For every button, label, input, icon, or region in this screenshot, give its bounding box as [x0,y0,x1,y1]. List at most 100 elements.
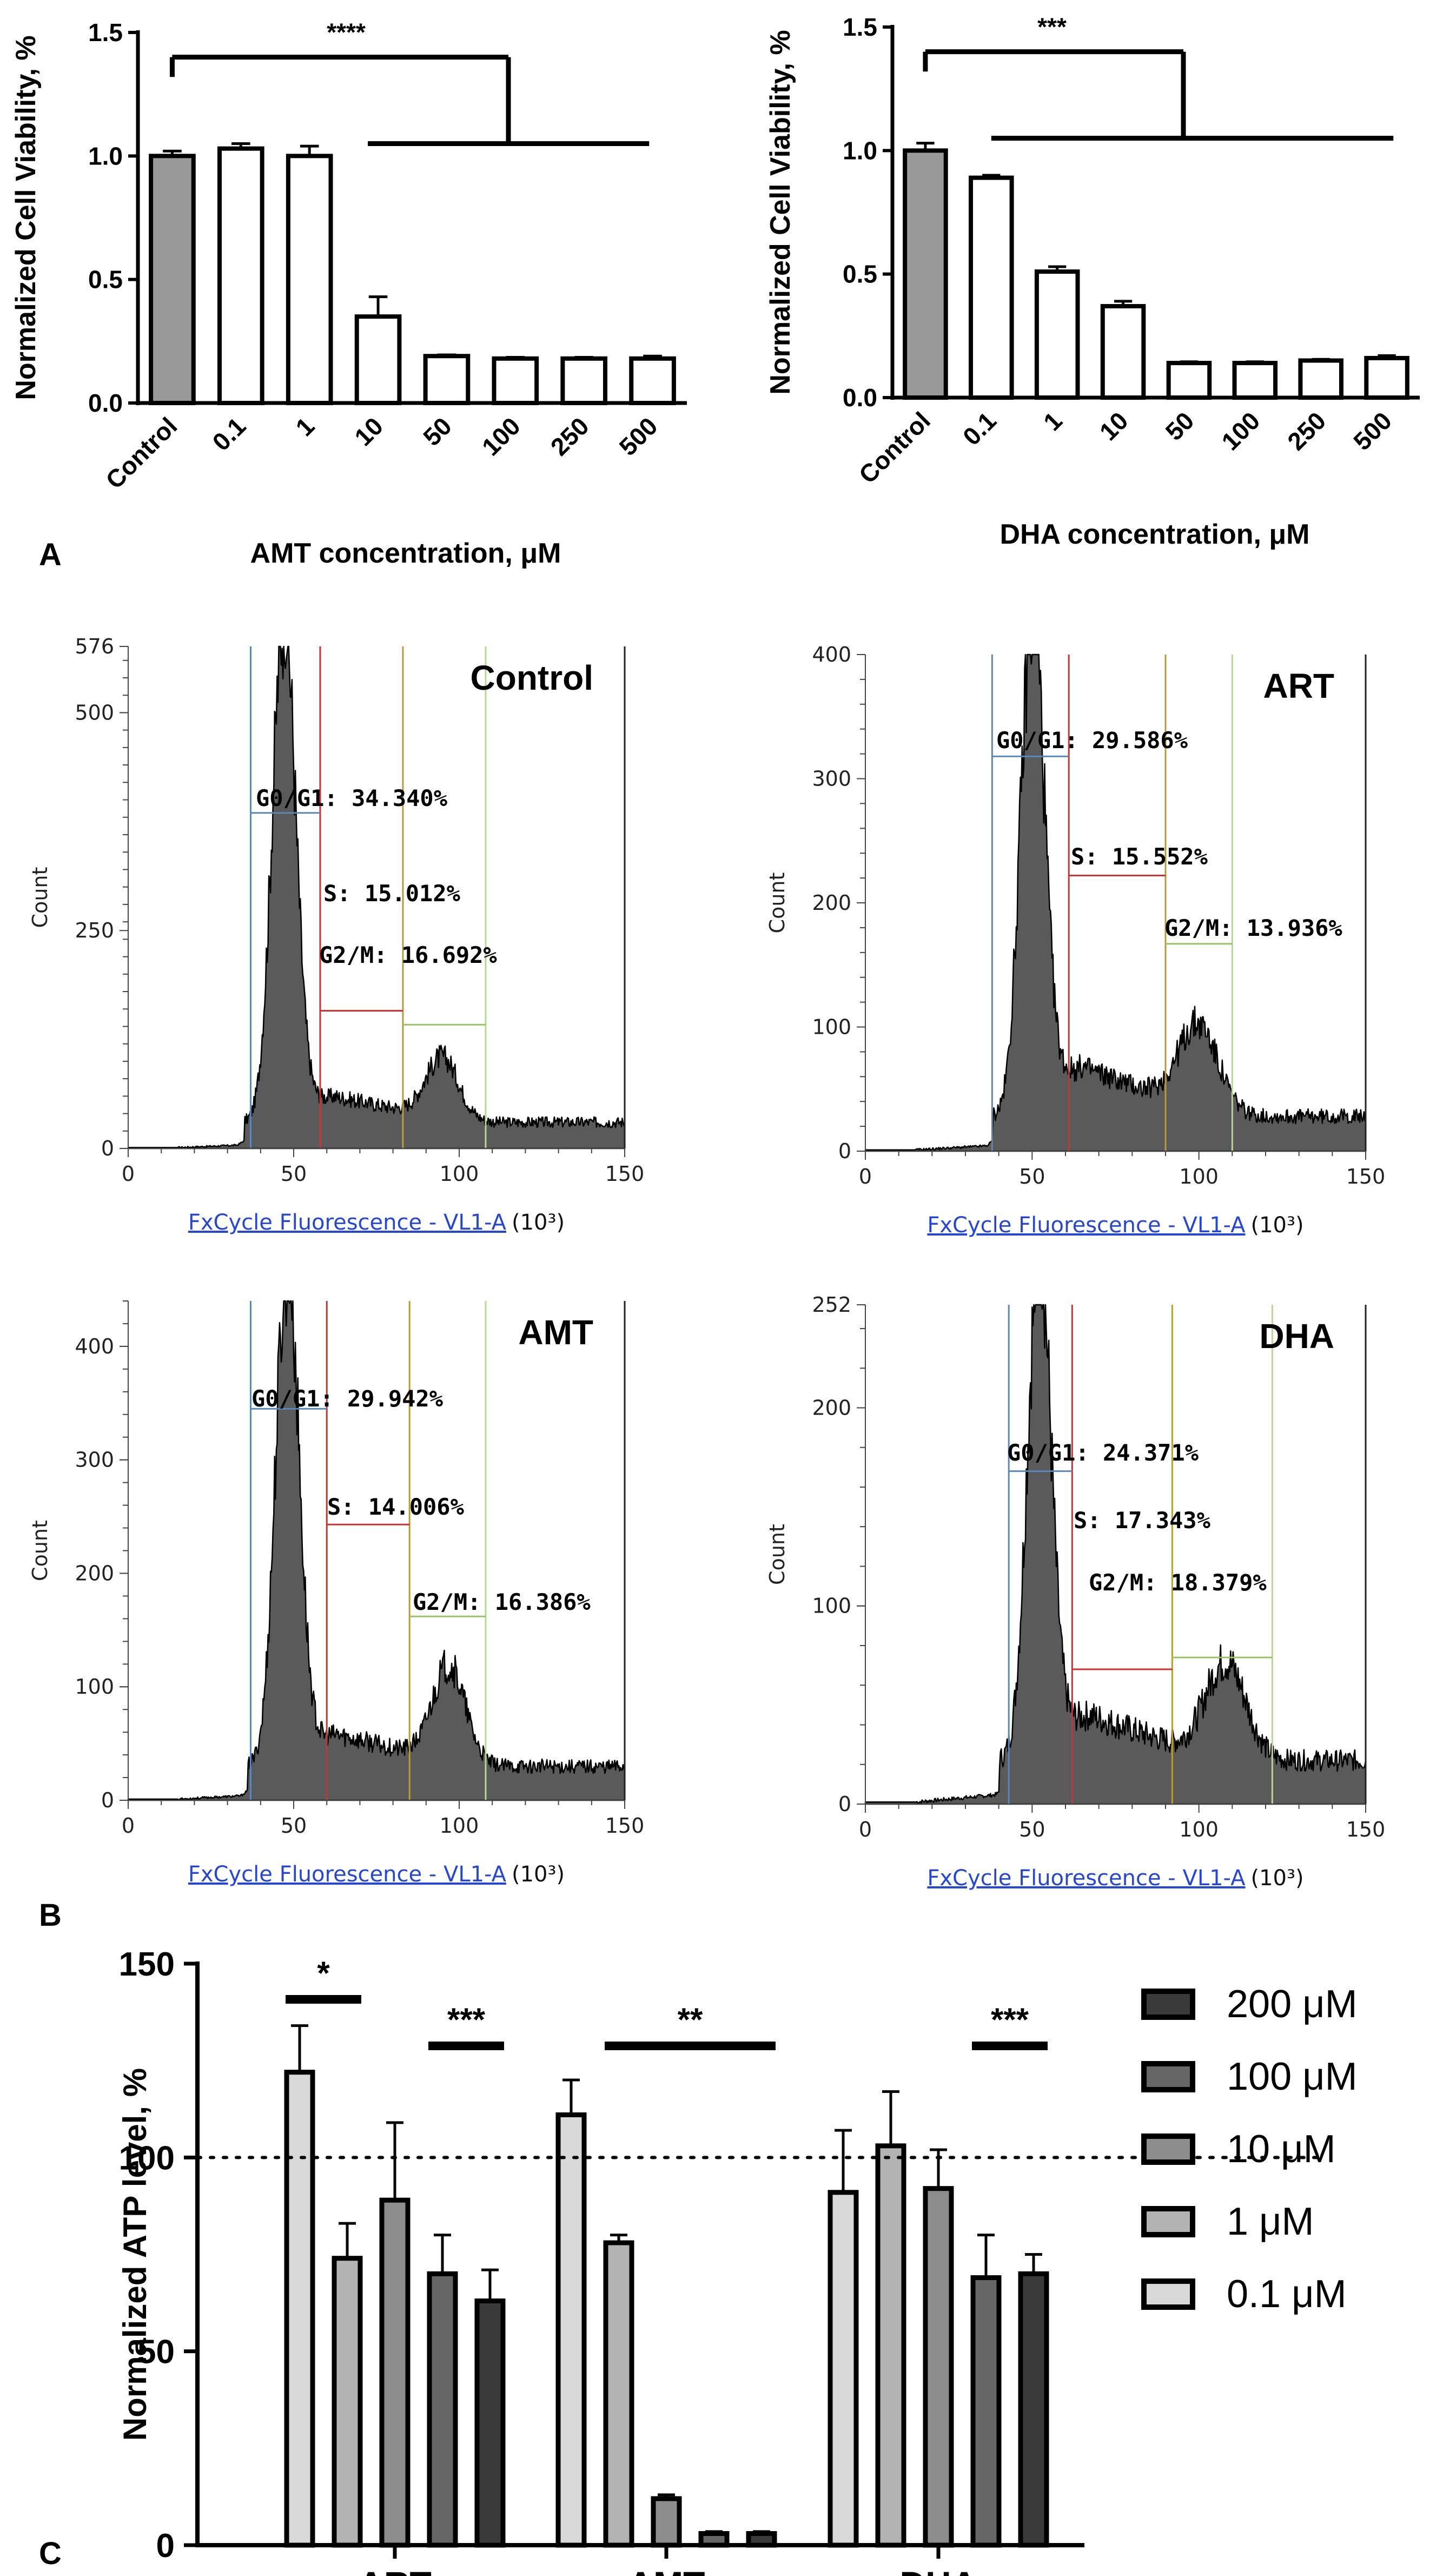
y-tick-label: 500 [75,701,114,724]
amt-viability-chart: Control 0.1 1 10 50 100 250 500 0.0 0.5 1.0 1.5 Norm… [10,18,687,569]
legend-label: 1 μM [1227,2200,1314,2243]
bar-500 [1364,355,1409,400]
panel-label-b: B [39,1898,62,1933]
x-tick-label: 1 [1038,406,1068,436]
legend-label: 200 μM [1227,1983,1358,2026]
histogram-area [864,1304,1367,1805]
x-tick-label: Control [853,406,936,488]
histogram-amt: 0 100 200 300 400 0 50 100 150 Count FxCycle Fluor… [28,1300,645,1887]
bar-DHA-200 [1018,2271,1049,2548]
legend-label: 10 μM [1227,2128,1336,2171]
y-tick-label: 200 [812,1396,851,1419]
x-tick-label: 500 [614,412,663,461]
histogram-control: 0 250 500 576 0 50 100 150 Count FxCycle Fluoresc… [28,635,644,1235]
bar-Control [149,154,196,405]
bar-DHA-1 [875,2143,906,2548]
x-tick-label: 150 [605,1162,645,1186]
x-tick-label: ART [358,2564,432,2576]
x-axis-label: FxCycle Fluorescence - VL1-A (10³) [927,1213,1303,1238]
x-axis-label: FxCycle Fluorescence - VL1-A (10³) [188,1210,565,1235]
x-tick-label: 150 [1346,1818,1386,1841]
y-tick-label: 1.0 [88,142,123,170]
y-tick-label: 400 [75,1335,114,1358]
x-tick-label: 100 [1216,406,1265,455]
s-phase-label: S: 14.006% [327,1494,464,1520]
y-axis-label: Count [28,867,52,928]
bar-DHA-10 [923,2186,954,2548]
y-axis-label: Count [28,1520,52,1581]
dha-viability-chart: Control 0.1 1 10 50 100 250 500 0.0 0.5 1.0 1.5 Norm… [765,13,1420,550]
y-tick-label: 150 [119,1946,175,1983]
bar-100 [492,356,539,405]
panel-label-c: C [39,2536,62,2571]
y-tick-label: 50 [137,2334,175,2371]
bar-AMT-0.1 [555,2112,587,2548]
bar-250 [1298,358,1343,400]
g0g1-label: G0/G1: 29.942% [251,1385,443,1412]
bar-ART-10 [379,2197,411,2548]
histogram-title: AMT [518,1313,593,1352]
y-axis-label: Count [765,873,789,934]
x-tick-label: 250 [1282,406,1331,455]
y-tick-label: 576 [75,635,114,658]
histogram-title: DHA [1259,1317,1334,1356]
x-tick-label: 0.1 [207,412,251,456]
g2m-label: G2/M: 16.692% [319,942,497,968]
bar-50 [423,354,471,406]
bar-0.1 [217,146,264,405]
x-tick-label: 50 [1160,406,1200,446]
g2m-label: G2/M: 18.379% [1089,1569,1267,1596]
histogram-dha: 0 100 200 252 0 50 100 150 Count FxCycle Fluoresc… [765,1293,1385,1891]
y-tick-label: 0.5 [843,260,877,288]
significance-label: ** [678,2002,703,2038]
legend-swatch [1141,2206,1195,2237]
y-tick-label: 100 [812,1594,851,1618]
s-phase-label: S: 15.012% [323,880,460,907]
x-tick-label: 10 [1094,406,1134,446]
bar-ART-0.1 [284,2070,315,2548]
x-tick-label: DHA [900,2564,977,2576]
x-tick-label: 0 [122,1162,135,1186]
x-axis-label: DHA concentration, μM [999,519,1309,550]
x-tick-label: 150 [605,1814,645,1838]
atp-chart: 0 50 100 150 ART AMT DHA Normalized ATP level, … [117,1946,1358,2576]
legend-swatch [1141,2134,1195,2165]
y-tick-label: 0 [101,1137,114,1160]
y-tick-label: 200 [812,891,851,915]
significance-label: * [317,1955,330,1991]
legend-label: 0.1 μM [1227,2273,1347,2316]
bar-10 [354,314,402,406]
x-tick-label: 10 [349,412,388,451]
x-axis-unit: (10³) [1250,1866,1303,1891]
x-tick-label: AMT [628,2564,705,2576]
y-tick-label: 250 [75,919,114,942]
x-tick-label: 0 [859,1165,872,1188]
x-axis-label-text: FxCycle Fluorescence - VL1-A [927,1866,1246,1891]
g0g1-label: G0/G1: 34.340% [256,785,447,811]
bar-DHA-100 [970,2275,1002,2548]
x-axis-label: AMT concentration, μM [250,538,561,569]
y-tick-label: 1.5 [843,13,877,41]
x-tick-label: 100 [440,1162,479,1186]
x-tick-label: 1 [290,412,320,441]
x-axis-label-text: FxCycle Fluorescence - VL1-A [188,1210,507,1235]
y-tick-label: 100 [119,2139,175,2177]
panel-label-a: A [39,537,62,572]
histogram-title: ART [1263,666,1334,705]
bar-ART-200 [474,2298,506,2548]
x-tick-label: 100 [1179,1818,1219,1841]
x-axis-label-text: FxCycle Fluorescence - VL1-A [927,1213,1246,1238]
x-axis-label: FxCycle Fluorescence - VL1-A (10³) [188,1862,565,1887]
g2m-label: G2/M: 16.386% [413,1589,591,1615]
x-tick-label: 100 [440,1814,479,1838]
x-axis-unit: (10³) [1250,1213,1303,1238]
histogram-title: Control [471,658,594,697]
legend-swatch [1141,1989,1195,2020]
bar-1 [1034,269,1080,400]
y-tick-label: 300 [812,767,851,791]
x-tick-label: 50 [1019,1818,1045,1841]
bar-500 [629,356,676,405]
y-tick-label: 0.5 [88,266,123,294]
significance-label: *** [447,2002,486,2038]
x-tick-label: 100 [476,412,526,461]
